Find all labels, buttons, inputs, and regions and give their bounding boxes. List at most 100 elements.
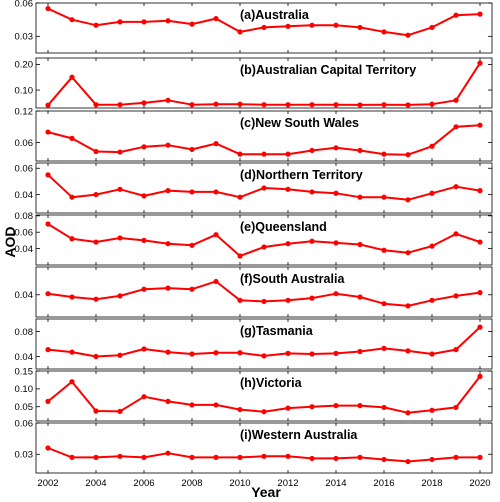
- x-tick-label: 2020: [469, 478, 490, 489]
- data-point: [429, 143, 435, 149]
- data-point: [477, 11, 483, 17]
- data-point: [237, 406, 243, 413]
- y-tick-label: 0.08: [15, 211, 34, 222]
- data-point: [381, 247, 387, 253]
- data-point: [69, 454, 75, 460]
- data-point: [69, 379, 75, 385]
- data-point: [453, 454, 459, 460]
- data-point: [381, 102, 387, 108]
- data-point: [213, 141, 219, 147]
- data-point: [213, 278, 219, 285]
- panel-frame: [35, 318, 493, 370]
- data-point: [381, 194, 387, 200]
- data-point: [285, 350, 291, 356]
- x-tick-label: 2010: [229, 478, 250, 489]
- data-point: [45, 102, 51, 108]
- data-point: [429, 101, 435, 107]
- data-point: [429, 243, 435, 249]
- data-point: [189, 189, 195, 195]
- data-point: [357, 194, 363, 200]
- data-point: [477, 122, 483, 128]
- data-point: [477, 373, 483, 379]
- data-point: [45, 398, 51, 404]
- y-tick-label: 0.06: [15, 228, 34, 239]
- panel-title: (i)Western Australia: [240, 428, 358, 442]
- data-point: [381, 404, 387, 411]
- data-point: [285, 241, 291, 247]
- data-point: [357, 403, 363, 409]
- panel-frame: [35, 266, 493, 318]
- panel-5: 0.04 0.06 0.08 (e)Queensland: [15, 211, 493, 266]
- x-tick-label: 2008: [181, 478, 202, 489]
- data-point: [429, 24, 435, 31]
- y-tick-label: 0.10: [15, 384, 34, 395]
- data-point: [165, 142, 171, 148]
- data-point: [189, 286, 195, 292]
- y-axis-title: AOD: [2, 226, 18, 257]
- data-point: [261, 24, 267, 31]
- data-point: [333, 145, 339, 151]
- data-point: [93, 148, 99, 155]
- data-point: [309, 351, 315, 357]
- data-point: [45, 5, 51, 12]
- data-point: [189, 402, 195, 408]
- data-point: [165, 450, 171, 456]
- x-tick-label: 2012: [277, 478, 298, 489]
- data-point: [453, 347, 459, 353]
- data-point: [405, 250, 411, 256]
- data-point: [333, 22, 339, 28]
- data-point: [69, 17, 75, 23]
- data-point: [333, 455, 339, 462]
- y-tick-label: 0.12: [15, 106, 34, 117]
- data-point: [261, 102, 267, 108]
- data-point: [93, 191, 99, 198]
- panel-title: (a)Australia: [240, 8, 310, 22]
- y-tick-label: 0.06: [15, 138, 34, 149]
- data-point: [189, 242, 195, 248]
- data-point: [165, 241, 171, 247]
- data-point: [69, 236, 75, 242]
- data-point: [45, 221, 51, 227]
- y-tick-label: 0.15: [15, 366, 34, 377]
- panel-6: 0.04 (f)South Australia: [15, 266, 493, 318]
- data-point: [141, 286, 147, 292]
- y-tick-label: 0.04: [15, 244, 34, 255]
- data-point: [261, 244, 267, 250]
- data-point: [309, 22, 315, 28]
- data-point: [117, 149, 123, 155]
- data-point: [213, 350, 219, 356]
- y-tick-label: 0.04: [15, 290, 34, 301]
- data-point: [405, 410, 411, 416]
- data-point: [309, 455, 315, 462]
- data-point: [141, 394, 147, 400]
- data-point: [309, 189, 315, 195]
- data-point: [405, 32, 411, 38]
- data-point: [189, 21, 195, 27]
- x-tick-label: 2014: [325, 478, 346, 489]
- y-tick-label: 0.06: [15, 0, 34, 9]
- data-point: [261, 185, 267, 191]
- data-point: [141, 100, 147, 106]
- data-point: [477, 289, 483, 296]
- data-point: [429, 190, 435, 196]
- data-point: [381, 456, 387, 463]
- data-point: [357, 102, 363, 108]
- data-point: [357, 294, 363, 300]
- x-axis-title: Year: [251, 484, 281, 500]
- data-point: [237, 350, 243, 356]
- data-point: [285, 23, 291, 29]
- data-point: [189, 102, 195, 108]
- data-point: [117, 19, 123, 25]
- data-point: [69, 135, 75, 141]
- data-point: [93, 353, 99, 360]
- data-point: [45, 445, 51, 451]
- y-tick-label: 0.20: [15, 60, 34, 71]
- data-point: [309, 102, 315, 108]
- data-point: [141, 454, 147, 460]
- data-point: [333, 350, 339, 356]
- panel-title: (f)South Australia: [240, 272, 345, 286]
- data-point: [165, 188, 171, 194]
- data-point: [381, 151, 387, 157]
- data-point: [213, 189, 219, 195]
- y-tick-label: 0.03: [15, 32, 34, 43]
